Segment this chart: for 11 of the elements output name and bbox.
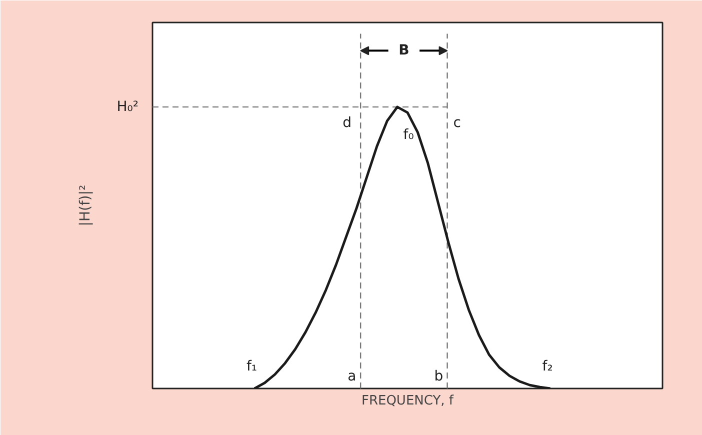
annotation: f₁	[246, 358, 258, 374]
annotation: a	[348, 368, 356, 384]
annotation: d	[342, 114, 352, 131]
annotation: f₂	[542, 358, 553, 374]
annotation: f₀	[403, 126, 414, 143]
annotation: b	[434, 368, 444, 384]
ref-line-label: H₀²	[116, 98, 139, 115]
text: B	[398, 42, 410, 59]
y-axis-title: |H(f)|²	[78, 184, 94, 226]
annotation: c	[453, 114, 461, 131]
x-axis-title: FREQUENCY, f	[361, 394, 454, 408]
